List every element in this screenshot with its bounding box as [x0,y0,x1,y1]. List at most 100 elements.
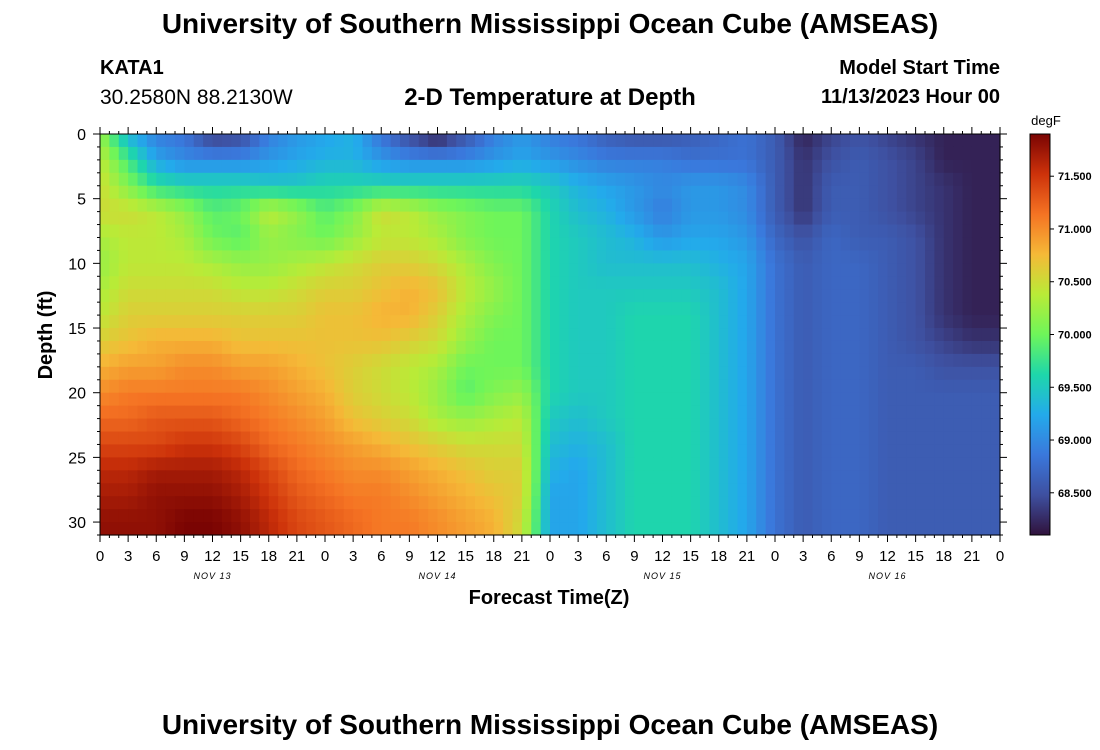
heatmap-cell [831,392,842,407]
heatmap-cell [428,444,439,458]
heatmap-cell [709,522,720,536]
heatmap-cell [943,146,954,161]
heatmap-cell [343,198,354,213]
heatmap-cell [559,392,570,407]
heatmap-cell [343,444,354,458]
heatmap-cell [250,431,260,446]
heatmap-cell [146,405,157,420]
heatmap-cell [418,496,429,510]
heatmap-cell [606,444,617,458]
heatmap-cell [418,134,429,148]
heatmap-cell [325,211,335,226]
heatmap-cell [100,211,110,226]
heatmap-cell [456,353,467,368]
heatmap-cell [521,405,532,420]
heatmap-cell [165,328,176,342]
heatmap-cell [193,457,204,471]
heatmap-cell [690,366,701,381]
heatmap-cell [475,418,485,433]
heatmap-cell [428,509,439,523]
heatmap-cell [878,392,889,407]
heatmap-cell [146,457,157,471]
heatmap-cell [784,185,795,200]
heatmap-cell [465,379,476,394]
heatmap-cell [718,211,729,226]
heatmap-cell [690,353,701,368]
heatmap-cell [681,276,692,290]
heatmap-cell [840,509,851,523]
heatmap-cell [643,263,654,277]
heatmap-cell [615,172,626,187]
heatmap-cell [681,392,692,407]
heatmap-cell [128,522,139,536]
heatmap-cell [821,198,832,213]
heatmap-cell [868,509,879,523]
heatmap-cell [475,444,485,458]
heatmap-cell [756,353,767,368]
heatmap-cell [231,366,242,381]
heatmap-cell [821,263,832,277]
heatmap-cell [100,198,110,213]
heatmap-cell [915,444,926,458]
heatmap-cell [671,211,682,226]
heatmap-cell [456,315,467,329]
x-tick-label: 6 [827,548,835,565]
heatmap-cell [175,237,185,252]
heatmap-cell [868,457,879,471]
heatmap-cell [671,134,682,148]
heatmap-cell [868,470,879,484]
colorbar-tick-label: 68.500 [1058,488,1092,500]
heatmap-cell [878,211,889,226]
heatmap-cell [831,522,842,536]
heatmap-cell [840,224,851,239]
heatmap-cell [484,405,495,420]
heatmap-cell [709,366,720,381]
heatmap-cell [456,483,467,497]
heatmap-cell [596,340,607,355]
heatmap-cell [137,159,148,174]
heatmap-cell [531,185,542,200]
heatmap-cell [175,289,185,303]
heatmap-cell [193,172,204,187]
heatmap-cell [521,224,532,239]
heatmap-cell [156,237,167,252]
heatmap-cell [381,172,392,187]
heatmap-cell [353,211,364,226]
heatmap-cell [465,289,476,303]
heatmap-cell [156,198,167,213]
heatmap-cell [756,134,767,148]
heatmap-cell [990,159,1001,174]
heatmap-cell [793,302,804,316]
heatmap-cell [953,366,964,381]
heatmap-cell [184,263,195,277]
heatmap-cell [428,405,439,420]
heatmap-cell [550,263,560,277]
heatmap-cell [596,198,607,213]
heatmap-cell [559,509,570,523]
heatmap-cell [878,276,889,290]
heatmap-cell [925,224,935,239]
heatmap-cell [203,405,214,420]
colorbar: degF 71.50071.00070.50070.00069.50069.00… [1029,113,1092,536]
heatmap-cell [381,379,392,394]
heatmap-cell [671,457,682,471]
heatmap-cell [137,457,148,471]
heatmap-cell [606,289,617,303]
heatmap-cell [765,302,776,316]
heatmap-cell [493,366,504,381]
heatmap-cell [887,315,898,329]
heatmap-cell [962,470,973,484]
heatmap-cell [306,159,317,174]
heatmap-cell [371,457,382,471]
heatmap-cell [737,392,748,407]
heatmap-cell [662,444,673,458]
heatmap-cell [756,522,767,536]
heatmap-cell [962,250,973,264]
heatmap-cell [428,496,439,510]
model-start-value: 11/13/2023 Hour 00 [820,86,1000,108]
heatmap-cell [793,159,804,174]
heatmap-cell [418,457,429,471]
heatmap-cell [193,405,204,420]
heatmap-cell [906,159,917,174]
heatmap-cell [418,159,429,174]
